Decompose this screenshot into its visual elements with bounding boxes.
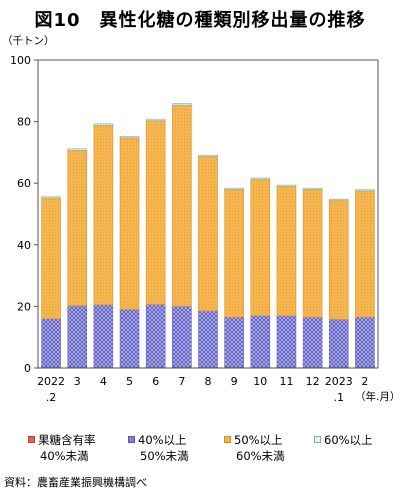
bar-segment-series-3 [250, 177, 271, 180]
bar-segment-series-2 [41, 197, 61, 320]
y-tick-label: 100 [10, 54, 31, 67]
x-tick-label: 10 [253, 375, 267, 388]
bar-segment-series-2 [172, 104, 192, 307]
bar-segment-series-2 [302, 189, 323, 318]
x-tick-label: 3 [74, 375, 81, 388]
bar-segment-series-3 [355, 189, 375, 192]
bar-stack [41, 196, 61, 369]
bar-segment-series-3 [145, 118, 166, 121]
bar-stack [198, 154, 218, 369]
bar-segment-series-2 [276, 185, 297, 316]
y-tick-label: 60 [17, 177, 31, 190]
legend-label-line2: 50%未満 [140, 449, 189, 463]
bar-segment-series-3 [302, 187, 323, 190]
y-tick-label: 20 [17, 300, 31, 313]
bar-segment-series-1 [224, 316, 244, 368]
bar-stack [145, 118, 166, 369]
bar-stack [328, 198, 349, 369]
bar-stack [224, 187, 244, 369]
legend-item-40-50: 40%以上 50%未満 [128, 432, 189, 464]
legend-swatch-red [28, 436, 35, 443]
bar-segment-series-3 [198, 154, 218, 157]
bar-segment-series-3 [328, 198, 349, 201]
stacked-bar-chart: （千トン） 0 20 40 60 80 100 2022 .2 3 4 5 6 7 8 9 10 11 12 20… [2, 35, 400, 404]
bar-segment-series-2 [67, 149, 88, 307]
x-tick-label: 5 [126, 375, 133, 388]
x-axis-unit-label: （年.月） [355, 390, 400, 403]
legend-label-line1: 40%以上 [138, 433, 187, 447]
bar-segment-series-1 [355, 316, 375, 368]
x-tick-label-line2: .1 [334, 391, 345, 404]
bar-segment-series-2 [198, 156, 218, 312]
legend-swatch-orange [224, 436, 231, 443]
legend-label-line1: 50%以上 [234, 433, 283, 447]
x-tick-label: 2023 [325, 375, 353, 388]
x-tick-label: 11 [279, 375, 293, 388]
bar-segment-series-1 [328, 319, 349, 368]
bar-segment-series-1 [198, 310, 218, 368]
bar-segment-series-2 [145, 120, 166, 305]
bar-segment-series-3 [93, 123, 114, 126]
legend-item-50-60: 50%以上 60%未満 [224, 432, 285, 464]
x-tick-label: 12 [306, 375, 320, 388]
bar-segment-series-1 [93, 304, 114, 368]
bar-segment-series-2 [119, 137, 140, 310]
legend-swatch-green [314, 436, 321, 443]
bar-stack [355, 189, 375, 369]
bar-segment-series-1 [145, 304, 166, 368]
x-tick-label: 6 [152, 375, 159, 388]
y-tick-label: 80 [17, 116, 31, 129]
bar-stack [67, 148, 88, 369]
legend-item-under-40: 果糖含有率 40%未満 [28, 432, 96, 464]
bar-stack [119, 136, 140, 369]
x-tick-label: 4 [100, 375, 107, 388]
legend-swatch-blue [128, 436, 135, 443]
bar-stack [302, 187, 323, 369]
bar-stack [93, 123, 114, 369]
legend: 果糖含有率 40%未満 40%以上 50%未満 50%以上 60%未満 60%以… [28, 432, 400, 468]
x-tick-label: 8 [205, 375, 212, 388]
bar-segment-series-1 [119, 309, 140, 368]
bar-segment-series-2 [250, 178, 271, 316]
legend-label-line1: 果糖含有率 [38, 433, 96, 447]
bar-segment-series-1 [250, 315, 271, 368]
bar-segment-series-1 [276, 315, 297, 368]
bar-segment-series-3 [67, 148, 88, 151]
bar-segment-series-3 [276, 184, 297, 187]
bar-segment-series-1 [67, 305, 88, 368]
y-tick-label: 40 [17, 239, 31, 252]
bar-segment-series-2 [355, 190, 375, 318]
bar-stack [250, 177, 271, 369]
bar-segment-series-2 [328, 199, 349, 320]
bar-segment-series-3 [41, 196, 61, 199]
bar-segment-series-1 [172, 306, 192, 368]
legend-label-line1: 60%以上 [324, 433, 373, 447]
x-tick-label: 9 [231, 375, 238, 388]
bar-segment-series-2 [93, 124, 114, 306]
bar-stack [276, 184, 297, 369]
x-tick-label: 2 [361, 375, 368, 388]
legend-item-over-60: 60%以上 [314, 432, 373, 448]
y-axis-unit-label: （千トン） [2, 35, 55, 47]
x-tick-label: 7 [178, 375, 185, 388]
chart-title: 図10 異性化糖の種類別移出量の推移 [34, 10, 366, 31]
bar-segment-series-3 [224, 187, 244, 190]
x-tick-label-line2: .2 [46, 391, 57, 404]
bar-segment-series-1 [302, 316, 323, 368]
legend-label-line2: 60%未満 [236, 449, 285, 463]
legend-label-line2: 40%未満 [40, 449, 89, 463]
x-tick-label: 2022 [37, 375, 65, 388]
bar-segment-series-3 [119, 136, 140, 139]
bar-segment-series-1 [41, 318, 61, 368]
bar-segment-series-3 [172, 103, 192, 106]
y-tick-label: 0 [24, 362, 31, 375]
bar-stack [172, 103, 192, 369]
bar-segment-series-2 [224, 189, 244, 318]
source-note: 資料：農畜産業振興機構調べ [4, 476, 147, 489]
